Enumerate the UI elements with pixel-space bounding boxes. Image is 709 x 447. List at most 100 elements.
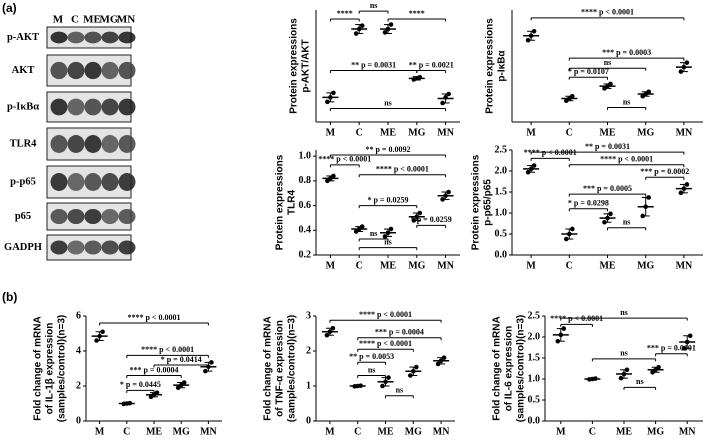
error-bar	[353, 385, 362, 387]
error-bar	[441, 93, 450, 104]
significance-bracket	[568, 193, 647, 197]
blot-band	[84, 173, 102, 191]
y-tick-label: 1	[306, 380, 311, 391]
significance-label: ** p = 0.0092	[365, 145, 410, 154]
blot-row-label: AKT	[12, 65, 35, 76]
significance-bracket	[329, 18, 360, 22]
blot-row-label: p-p65	[10, 176, 36, 187]
significance-label: ns	[370, 1, 378, 10]
x-tick-label: MN	[437, 127, 454, 138]
x-tick-label: MG	[173, 426, 190, 437]
y-tick-label: 2.5	[528, 310, 541, 321]
x-tick-label: ME	[616, 426, 632, 437]
error-bar	[603, 213, 612, 223]
error-bar	[325, 327, 334, 336]
x-tick-label: C	[356, 127, 363, 138]
x-tick-label: ME	[377, 426, 393, 437]
y-tick-label: 0.6	[299, 200, 312, 211]
y-tick-label: 4	[76, 345, 81, 356]
significance-bracket	[530, 151, 685, 155]
panel-label: (a)	[2, 1, 17, 15]
error-bar	[620, 369, 628, 379]
y-tick-label: 0	[306, 415, 311, 426]
significance-bracket	[358, 205, 418, 209]
error-bar	[177, 382, 186, 389]
y-axis-label: Protein expressions	[471, 154, 482, 250]
blot-band	[50, 135, 68, 153]
error-bar	[565, 228, 574, 240]
y-axis-label: of IL-6 expression	[504, 326, 515, 412]
significance-bracket	[357, 361, 386, 365]
significance-bracket	[329, 164, 360, 168]
y-axis-label: Protein expressions	[485, 18, 496, 114]
blot-band	[84, 208, 102, 225]
error-bar	[326, 175, 335, 182]
x-tick-label: M	[95, 426, 105, 437]
y-tick-label: 0.5	[528, 394, 541, 405]
y-tick-label: 0.0	[495, 249, 508, 260]
significance-bracket	[358, 247, 418, 251]
x-tick-label: C	[589, 426, 596, 437]
blot-band	[67, 135, 85, 153]
significance-label: **** p < 0.0001	[600, 155, 653, 164]
significance-label: *** p = 0.0005	[583, 184, 632, 193]
y-tick-label: 2	[306, 345, 311, 356]
y-tick-label: 6	[76, 310, 81, 321]
error-bar	[679, 62, 688, 73]
y-tick-label: 2.0	[495, 165, 508, 176]
error-bar	[409, 366, 418, 376]
significance-label: * p = 0.0107	[568, 67, 609, 76]
error-bar	[412, 76, 421, 81]
significance-bracket	[358, 174, 447, 178]
error-bar	[437, 357, 446, 365]
y-axis-label: Protein expressions	[275, 154, 286, 250]
y-tick-label: 0.0	[528, 415, 541, 426]
y-axis-label: p-IκBα	[497, 50, 508, 82]
significance-label: ns	[620, 308, 628, 317]
error-bar	[355, 24, 364, 35]
x-tick-label: ME	[599, 127, 615, 138]
significance-bracket	[530, 157, 570, 161]
x-tick-label: MN	[433, 426, 450, 437]
x-tick-label: MN	[200, 426, 217, 437]
significance-bracket	[568, 76, 608, 80]
significance-label: ns	[623, 97, 631, 106]
y-tick-label: 2	[76, 380, 81, 391]
significance-bracket	[568, 57, 685, 61]
significance-label: ns	[604, 58, 612, 67]
significance-bracket	[153, 364, 209, 368]
y-axis-label: of TNF-α expression	[275, 320, 286, 417]
error-bar	[565, 95, 574, 102]
y-axis-label: (samples/control)(n=3)	[287, 315, 298, 423]
error-bar	[588, 378, 597, 380]
blot-band	[67, 240, 85, 255]
error-bar	[326, 92, 335, 103]
significance-label: ns	[384, 98, 392, 107]
significance-label: *** p = 0.0001	[647, 344, 696, 353]
blot-band	[84, 98, 102, 116]
blot-band	[101, 31, 119, 44]
blot-band	[101, 61, 119, 80]
blot-band	[118, 31, 136, 44]
blot-band	[118, 98, 136, 116]
significance-label: ns	[636, 377, 644, 386]
error-bar	[527, 30, 536, 41]
significance-label: *** p = 0.0003	[602, 48, 651, 57]
y-axis-label: of IL-1β expression	[45, 323, 56, 415]
y-axis-label: Protein expressions	[289, 18, 300, 114]
error-bar	[527, 165, 536, 173]
y-tick-label: 2.0	[528, 331, 541, 342]
significance-bracket	[607, 106, 647, 110]
x-tick-label: C	[356, 260, 363, 271]
significance-bracket	[329, 319, 442, 323]
significance-bracket	[358, 238, 389, 242]
significance-label: * p = 0.0298	[568, 199, 609, 208]
y-tick-label: 1.0	[528, 373, 541, 384]
significance-bracket	[416, 69, 447, 73]
significance-label: ****	[409, 9, 425, 18]
y-axis-label: p-AKT/AKT	[301, 39, 312, 92]
blot-band	[101, 135, 119, 153]
lane-label: C	[71, 14, 79, 26]
x-tick-label: MN	[679, 426, 696, 437]
significance-label: ns	[368, 365, 376, 374]
